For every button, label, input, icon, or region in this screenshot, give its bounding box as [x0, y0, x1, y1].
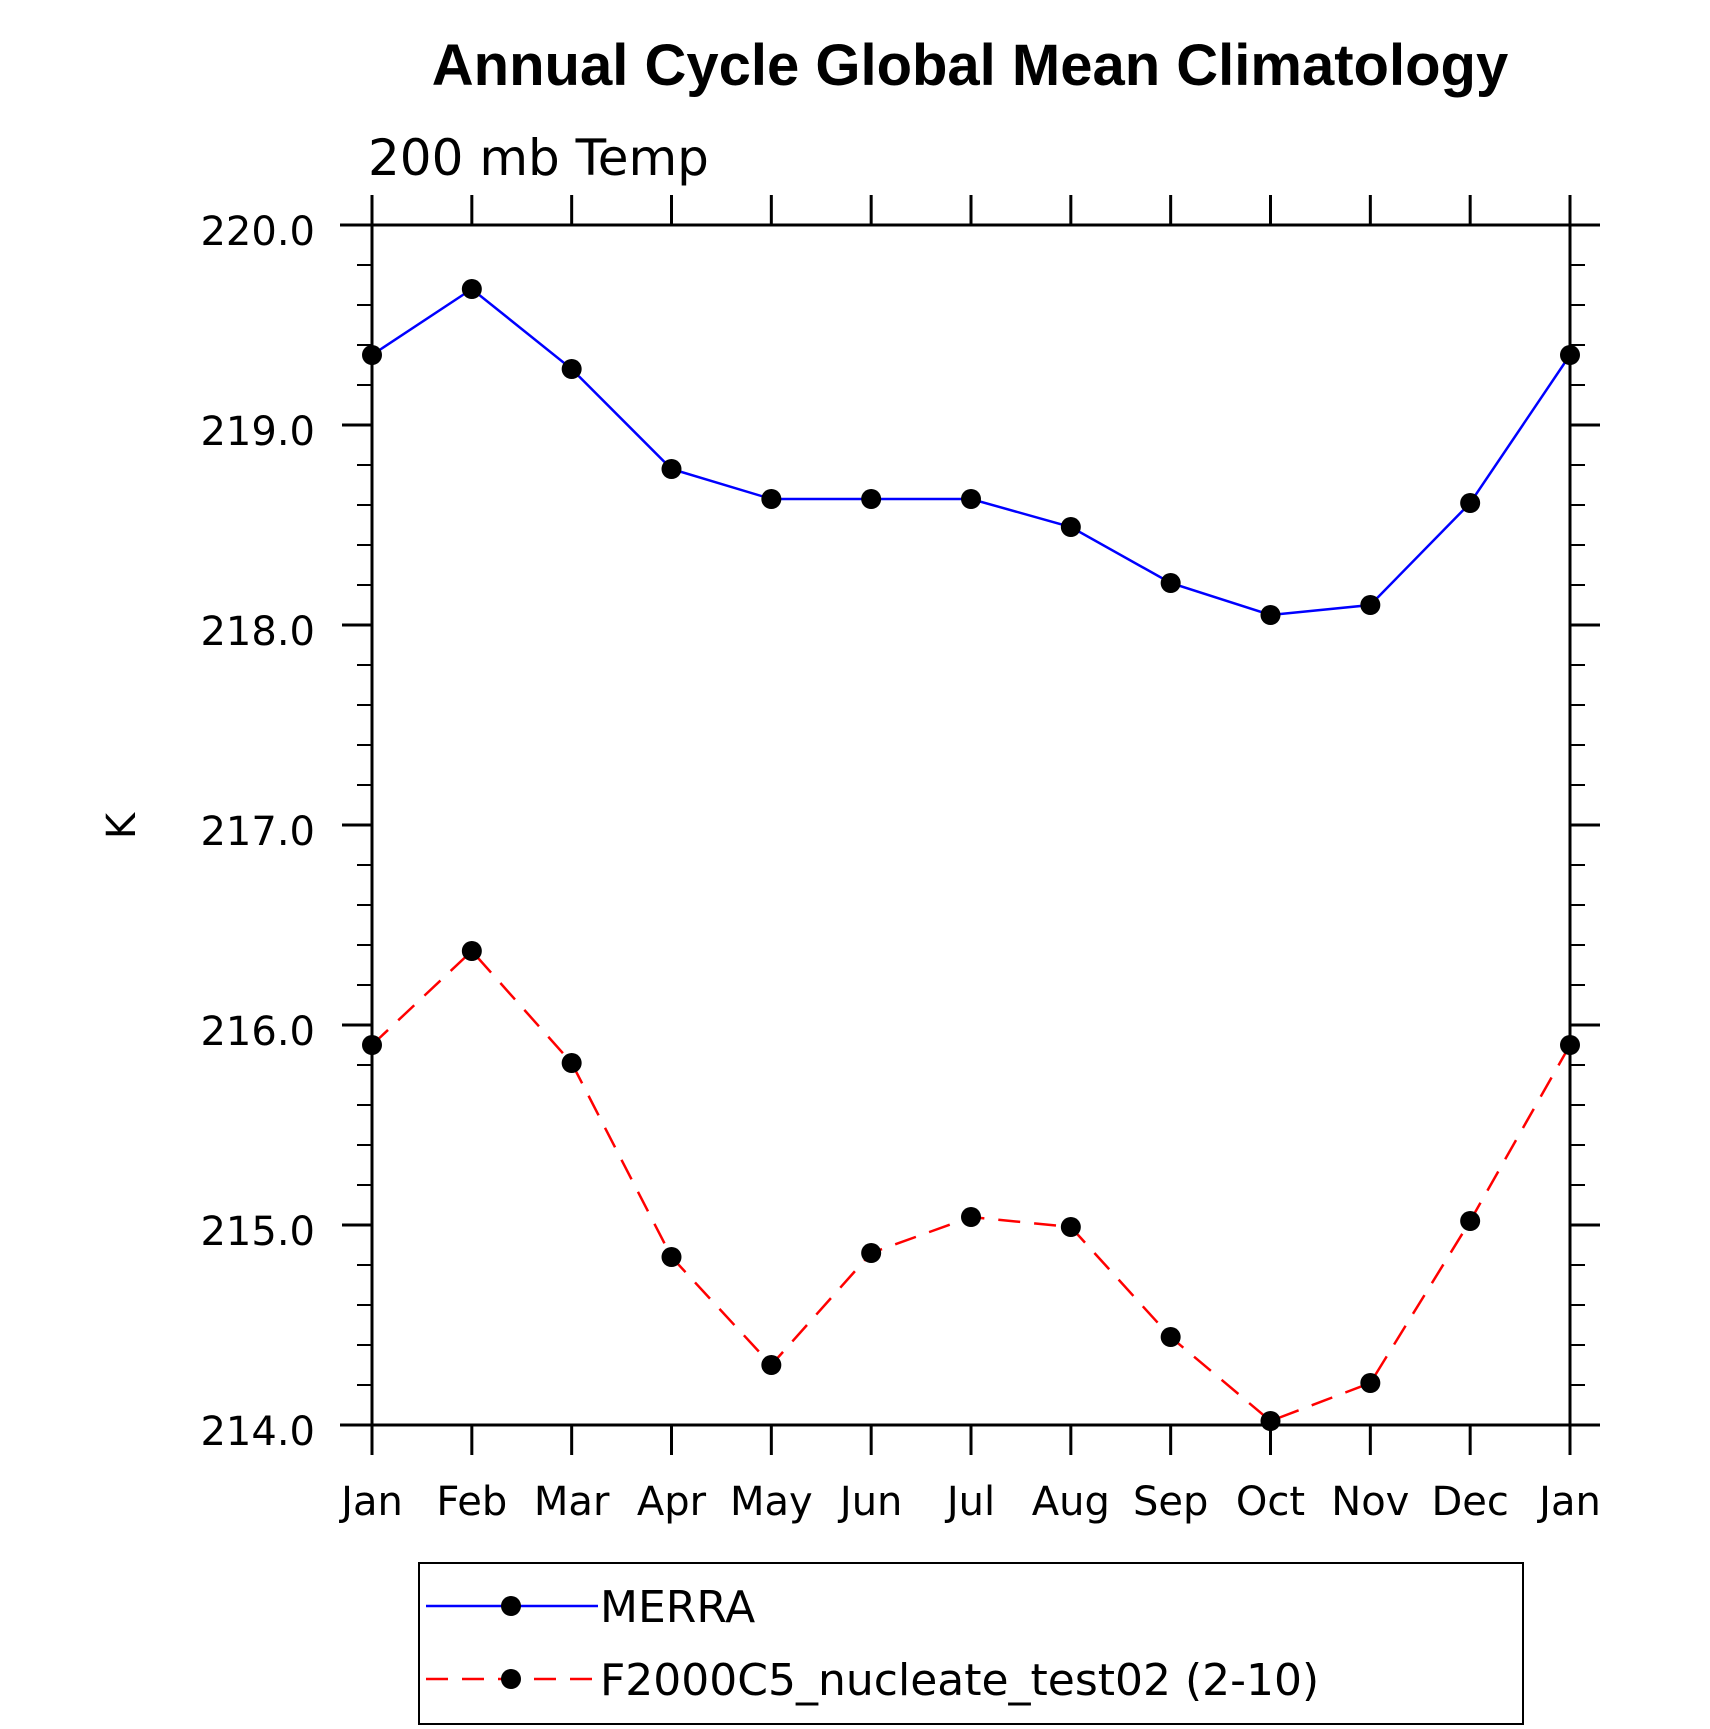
y-tick-label: 217.0 [200, 809, 315, 855]
chart-title: Annual Cycle Global Mean Climatology [432, 33, 1508, 98]
x-tick-label: Aug [1032, 1479, 1110, 1525]
x-tick-label: Nov [1331, 1479, 1409, 1525]
data-point-series-1 [1160, 1327, 1181, 1347]
chart-subtitle: 200 mb Temp [368, 129, 709, 187]
y-tick-label: 215.0 [200, 1209, 315, 1255]
x-tick-label: Jun [837, 1479, 903, 1525]
data-point-series-0 [1360, 595, 1381, 615]
data-point-series-1 [362, 1035, 382, 1055]
x-tick-label: Feb [436, 1479, 507, 1525]
x-tick-label: Apr [637, 1479, 707, 1525]
data-point-series-1 [1560, 1035, 1580, 1055]
data-point-series-1 [1060, 1217, 1081, 1237]
data-point-series-0 [661, 459, 682, 479]
data-point-series-1 [461, 941, 482, 961]
y-tick-label: 219.0 [200, 409, 315, 455]
legend: MERRA F2000C5_nucleate_test02 (2-10) [418, 1562, 1524, 1725]
x-tick-label: Jan [1536, 1479, 1601, 1525]
legend-marker-merra [501, 1596, 521, 1616]
y-tick-label: 218.0 [200, 609, 315, 655]
legend-label-f2000c5: F2000C5_nucleate_test02 (2-10) [600, 1655, 1319, 1706]
x-tick-label: Mar [534, 1479, 610, 1525]
x-tick-label: Oct [1236, 1479, 1305, 1525]
data-point-series-1 [661, 1247, 682, 1267]
data-point-series-0 [1260, 605, 1281, 625]
data-point-series-0 [1160, 573, 1181, 593]
data-point-series-0 [961, 489, 981, 509]
plot-frame [370, 223, 1572, 1427]
data-point-series-1 [1360, 1373, 1381, 1393]
x-tick-label: May [730, 1479, 813, 1525]
legend-box [418, 1562, 1524, 1725]
y-axis-label: K [99, 811, 145, 839]
legend-label-merra: MERRA [600, 1582, 755, 1633]
data-point-series-0 [561, 359, 582, 379]
x-tick-label: Jul [944, 1479, 995, 1525]
data-point-series-0 [1060, 517, 1081, 537]
data-point-series-1 [861, 1243, 882, 1263]
y-tick-label: 220.0 [200, 209, 315, 255]
data-point-series-0 [761, 489, 782, 509]
data-point-series-0 [861, 489, 882, 509]
x-tick-labels: Jan Feb Mar Apr May Jun Jul Aug Sep Oct Nov Dec Jan [338, 1479, 1601, 1525]
data-point-series-1 [1260, 1411, 1281, 1431]
x-tick-label: Sep [1133, 1479, 1208, 1525]
series-line-0 [371, 287, 1572, 617]
data-point-series-1 [1460, 1211, 1481, 1231]
plot-area [340, 223, 1600, 1427]
data-point-series-0 [1560, 345, 1580, 365]
y-tick-label: 216.0 [200, 1009, 315, 1055]
series-line-1 [371, 949, 1572, 1423]
axis-ticks [342, 195, 1600, 1455]
x-tick-label: Jan [338, 1479, 403, 1525]
data-point-series-1 [561, 1053, 582, 1073]
x-tick-label: Dec [1431, 1479, 1508, 1525]
data-point-series-0 [461, 279, 482, 299]
y-tick-labels: 214.0 215.0 216.0 217.0 218.0 219.0 220.0 [200, 209, 315, 1455]
data-point-series-0 [1460, 493, 1481, 513]
data-point-series-0 [362, 345, 382, 365]
y-tick-label: 214.0 [200, 1409, 315, 1455]
data-point-series-1 [761, 1355, 782, 1375]
legend-marker-f2000c5 [501, 1669, 521, 1689]
data-point-series-1 [961, 1207, 981, 1227]
series-layer [362, 279, 1580, 1431]
